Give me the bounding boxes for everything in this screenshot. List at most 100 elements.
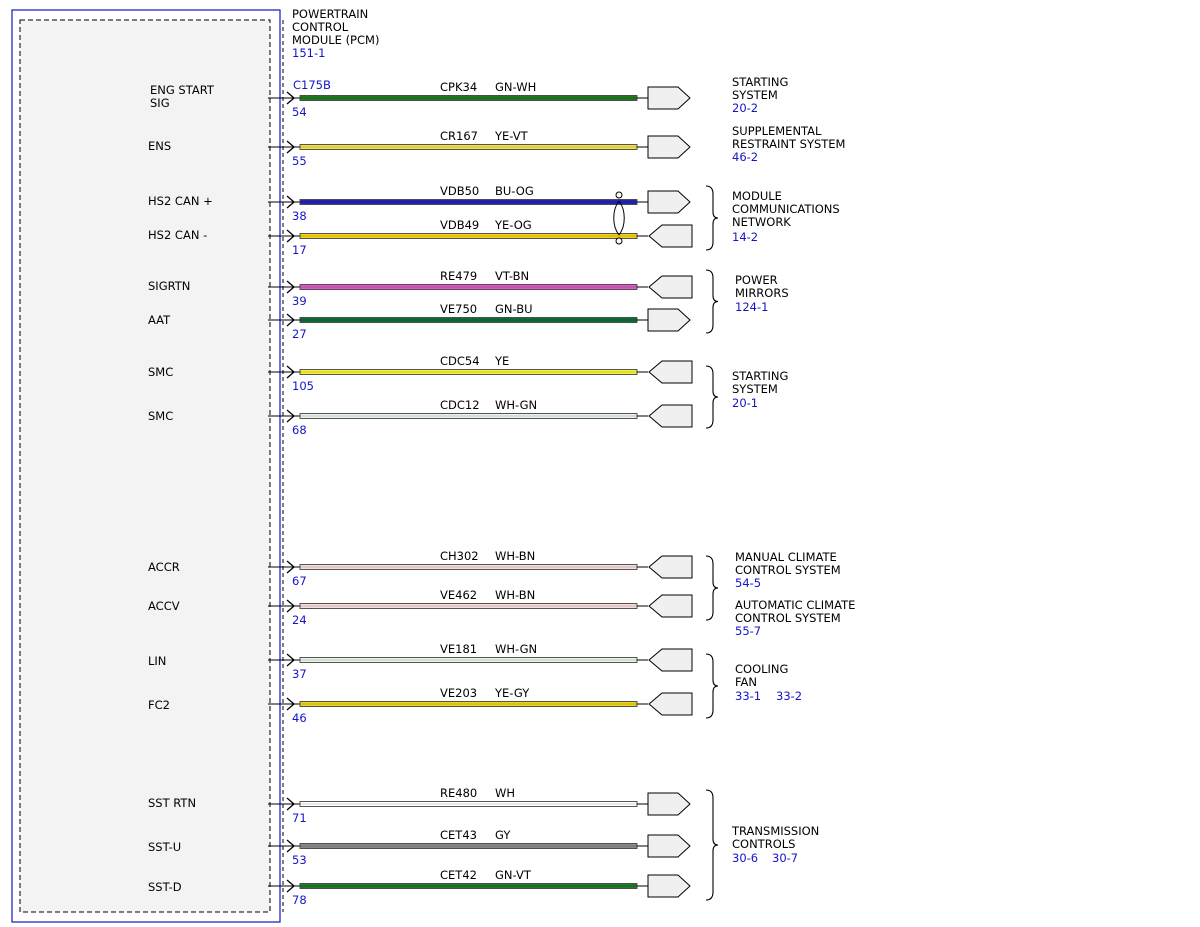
connector-icon [648, 555, 693, 579]
wire-ve462: VE462 WH-BN 24 [268, 588, 693, 627]
connector-icon [648, 404, 693, 428]
pin-labels: ENG START SIG ENS HS2 CAN + HS2 CAN - SI… [148, 83, 218, 894]
group-brace [705, 365, 719, 429]
dest-mcn-line-2: COMMUNICATIONS [732, 202, 840, 216]
pin-arrow-icon [286, 195, 295, 209]
circuit-label: CR167 [440, 129, 478, 143]
connector-icon [647, 308, 691, 332]
circuit-label: CDC54 [440, 354, 480, 368]
dest-mcn-line-1: MODULE [732, 189, 782, 203]
circuit-label: VE750 [440, 302, 477, 316]
pin-label-accr: ACCR [148, 560, 180, 574]
wire-cdc12: CDC12 WH-GN 68 [268, 398, 693, 437]
pin-label-hs2-can-plus: HS2 CAN + [148, 194, 213, 208]
circuit-label: CPK34 [440, 80, 477, 94]
pin-arrow-icon [286, 879, 295, 893]
pin-number: 105 [292, 379, 314, 393]
group-brace [705, 653, 719, 719]
pin-label-ens: ENS [148, 139, 171, 153]
dest-transmission-ref-2: 30-7 [772, 851, 798, 865]
pin-label-eng-start-sig-line-2: SIG [150, 96, 170, 110]
connector-icon [647, 792, 691, 816]
pin-number: 78 [292, 893, 307, 907]
pin-number: 37 [292, 667, 307, 681]
wire-cdc54: CDC54 YE 105 [268, 354, 693, 393]
pin-arrow-icon [286, 313, 295, 327]
pin-label-smc-2: SMC [148, 409, 173, 423]
circuit-label: RE480 [440, 786, 477, 800]
pin-arrow-icon [286, 365, 295, 379]
dest-cooling-fan-ref-1: 33-1 [735, 689, 761, 703]
dest-mcn-line-3: NETWORK [732, 215, 791, 229]
connector-icon [647, 190, 691, 214]
wire-color-label: WH-BN [495, 588, 535, 602]
circuit-label: VDB50 [440, 184, 479, 198]
pin-arrow-icon [286, 409, 295, 423]
connector-id: C175B [293, 78, 331, 92]
group-brace [705, 789, 719, 901]
pin-label-aat: AAT [148, 313, 171, 327]
dest-transmission-ref-1: 30-6 [732, 851, 758, 865]
connector-icon [648, 648, 693, 672]
connector-icon [648, 594, 693, 618]
connector-icon [648, 224, 693, 248]
dest-starting-system-a: STARTING SYSTEM [732, 75, 792, 102]
dest-cooling-fan-line-1: COOLING [735, 662, 788, 676]
pin-number: 67 [292, 574, 307, 588]
dest-srs-ref: 46-2 [732, 150, 758, 164]
dest-manual-climate-ref: 54-5 [735, 576, 761, 590]
dest-auto-climate-ref: 55-7 [735, 624, 761, 638]
pin-label-sst-rtn: SST RTN [148, 796, 196, 810]
pin-label-lin: LIN [148, 654, 166, 668]
wire-ve203: VE203 YE-GY 46 [268, 686, 693, 725]
wire-vdb50: VDB50 BU-OG 38 [268, 184, 691, 223]
pin-label-smc-1: SMC [148, 365, 173, 379]
dest-manual-climate-line-1: MANUAL CLIMATE [735, 550, 837, 564]
pin-label-sst-u: SST-U [148, 840, 181, 854]
dest-cooling-fan-ref-2: 33-2 [776, 689, 802, 703]
dest-mcn: MODULE COMMUNICATIONS NETWORK [732, 189, 843, 229]
pin-arrow-icon [286, 560, 295, 574]
group-brace [705, 269, 719, 334]
pin-number: 24 [292, 613, 307, 627]
dest-power-mirrors-line-2: MIRRORS [735, 286, 789, 300]
wire-color-label: GN-WH [495, 80, 536, 94]
group-brace [705, 555, 719, 621]
dest-srs: SUPPLEMENTAL RESTRAINT SYSTEM [732, 124, 845, 151]
pin-arrow-icon [286, 91, 295, 105]
pin-arrow-icon [286, 229, 295, 243]
connector-icon [647, 834, 691, 858]
dest-starting-system-b-line-1: STARTING [732, 369, 788, 383]
pin-arrow-icon [286, 599, 295, 613]
dest-transmission-line-1: TRANSMISSION [731, 824, 819, 838]
circuit-label: VE462 [440, 588, 477, 602]
dest-auto-climate-line-1: AUTOMATIC CLIMATE [735, 598, 855, 612]
pin-number: 38 [292, 209, 307, 223]
group-brace [705, 185, 719, 251]
circuit-label: CDC12 [440, 398, 480, 412]
wire-ch302: CH302 WH-BN 67 [268, 549, 693, 588]
pin-label-eng-start-sig: ENG START SIG [150, 83, 218, 110]
wire-color-label: YE-OG [494, 218, 532, 232]
wire-vdb49: VDB49 YE-OG 17 [268, 218, 693, 257]
wire-color-label: GN-BU [495, 302, 533, 316]
pin-label-hs2-can-minus: HS2 CAN - [148, 228, 207, 242]
dest-starting-system-a-line-1: STARTING [732, 75, 788, 89]
dest-transmission: TRANSMISSION CONTROLS [731, 824, 823, 851]
dest-power-mirrors-ref: 124-1 [735, 300, 768, 314]
module-ref: 151-1 [292, 46, 325, 60]
wire-color-label: WH-BN [495, 549, 535, 563]
dest-srs-line-1: SUPPLEMENTAL [732, 124, 822, 138]
circuit-label: VDB49 [440, 218, 479, 232]
wire-color-label: BU-OG [495, 184, 534, 198]
pin-arrow-icon [286, 140, 295, 154]
circuit-label: RE479 [440, 269, 477, 283]
pin-arrow-icon [286, 839, 295, 853]
dest-auto-climate-line-2: CONTROL SYSTEM [735, 611, 841, 625]
pin-number: 68 [292, 423, 307, 437]
braces-layer [705, 185, 719, 901]
connector-icon [648, 692, 693, 716]
dest-cooling-fan-line-2: FAN [735, 675, 757, 689]
